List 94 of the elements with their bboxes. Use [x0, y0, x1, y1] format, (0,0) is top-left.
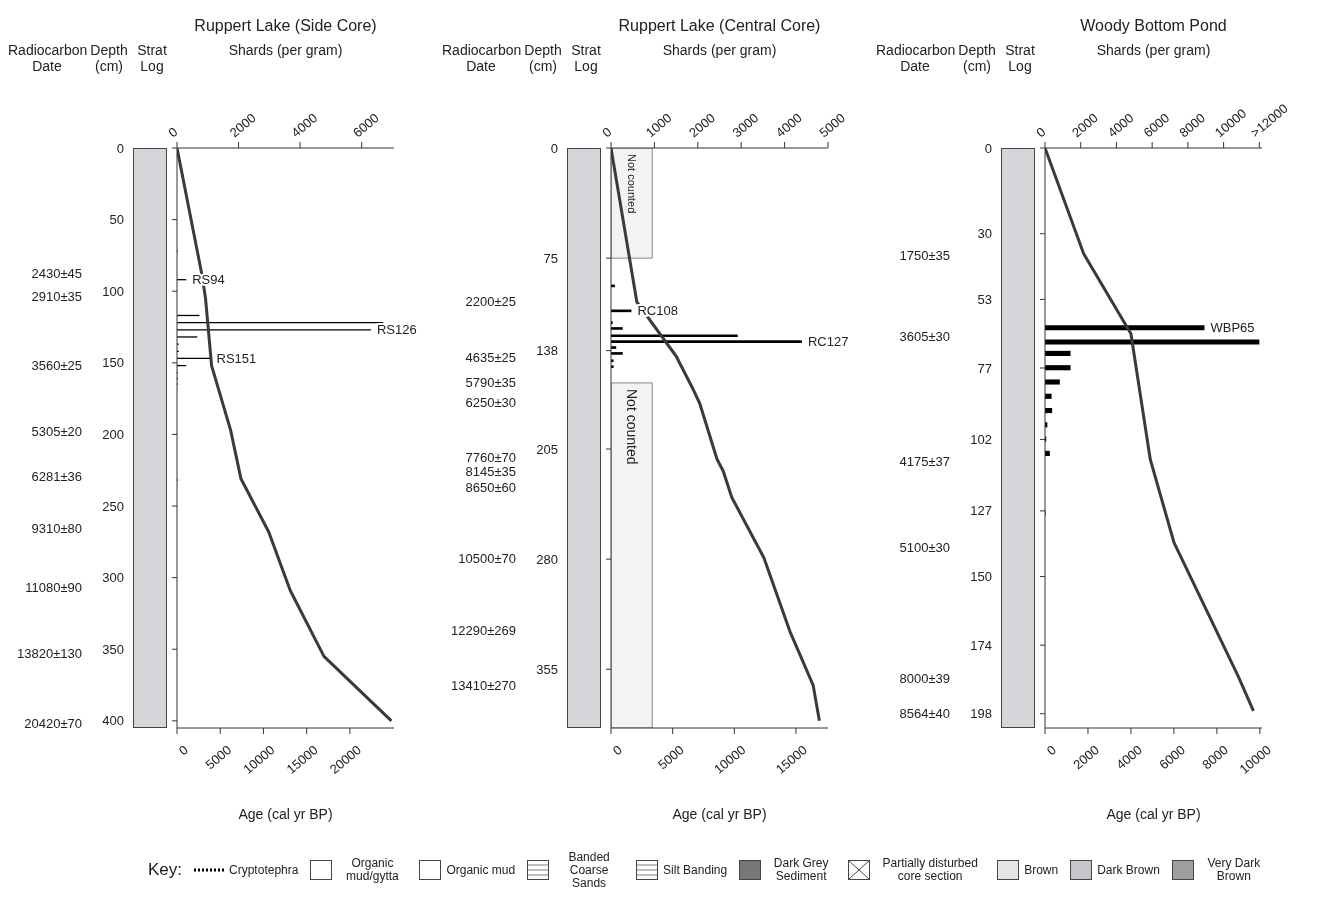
y-tick-label: 355	[536, 661, 558, 677]
text: 11080±90	[24, 579, 82, 595]
text: Banded Coarse Sands	[567, 849, 611, 890]
x2-tick-label: 0	[599, 124, 615, 141]
text: Radiocarbon Date	[876, 42, 956, 74]
text: Radiocarbon Date	[442, 42, 522, 74]
data-label: RS126	[376, 322, 417, 338]
text: Radiocarbon Date	[8, 42, 88, 74]
y-tick-label: 53	[977, 292, 992, 308]
y-axis-title: Depth (cm)	[957, 42, 997, 74]
x2-tick-label: 4000	[1104, 110, 1137, 141]
text: 13410±270	[450, 677, 516, 693]
y-tick-label: 400	[102, 713, 124, 729]
y-tick-label: 138	[536, 343, 558, 359]
text: Key:	[148, 860, 183, 880]
x-tick-label: 0	[175, 742, 192, 759]
data-label: RS151	[216, 351, 257, 366]
text: 5790±35	[464, 374, 516, 390]
x2-tick-label: 0	[1033, 124, 1049, 141]
y-tick-label: 198	[970, 706, 992, 722]
x2-axis-title: Shards (per gram)	[1096, 42, 1211, 58]
chart-title: Ruppert Lake (Side Core)	[193, 17, 378, 34]
x2-axis-title: Shards (per gram)	[228, 42, 343, 58]
x-axis-title: Age (cal yr BP)	[1105, 806, 1202, 822]
y-tick-label: 0	[116, 140, 124, 156]
text: Brown	[1024, 862, 1059, 877]
text: 13820±130	[16, 645, 82, 661]
text: Cryptotephra	[229, 862, 299, 877]
x2-tick-label: 0	[165, 124, 181, 141]
y-tick-label: 174	[970, 637, 992, 653]
y-tick-label: 102	[970, 432, 992, 448]
y-tick-label: 0	[984, 140, 992, 156]
text: Organic mud/gytta	[345, 856, 400, 883]
text: Very Dark Brown	[1206, 856, 1262, 883]
text: 4175±37	[898, 454, 950, 470]
text: 5100±30	[898, 540, 950, 556]
y-tick-label: 75	[543, 250, 558, 266]
text: Organic mud	[446, 862, 516, 877]
text: 2910±35	[30, 289, 82, 305]
text: 7760±70	[464, 449, 516, 465]
y-tick-label: 100	[102, 283, 124, 299]
x-axis-title: Age (cal yr BP)	[237, 806, 334, 822]
text: 3560±25	[30, 357, 82, 373]
y-tick-label: 127	[970, 503, 992, 519]
y-tick-label: 50	[109, 212, 124, 228]
text: 8564±40	[898, 705, 950, 721]
x-tick-label: 0	[1043, 742, 1060, 759]
y-tick-label: 0	[550, 140, 558, 156]
y-tick-label: 300	[102, 570, 124, 586]
text: 12290±269	[450, 623, 516, 639]
y-tick-label: 77	[977, 360, 992, 376]
text: Strat Log	[570, 42, 602, 74]
text: 6281±36	[30, 469, 82, 485]
y-tick-label: 250	[102, 498, 124, 514]
text: 8000±39	[898, 671, 950, 687]
x2-tick-label: 4000	[288, 110, 321, 141]
text: 8650±60	[464, 480, 516, 496]
text: Partially disturbed core section	[881, 856, 979, 883]
text: Dark Brown	[1097, 862, 1160, 877]
text: 2200±25	[464, 294, 516, 310]
data-label: RC127	[807, 334, 849, 350]
text: 1750±35	[898, 248, 950, 264]
text: 6250±30	[464, 395, 516, 411]
text: 8145±35	[464, 464, 516, 480]
y-axis-title: Depth (cm)	[523, 42, 563, 74]
x2-axis-title: Shards (per gram)	[662, 42, 777, 58]
text: 2430±45	[30, 265, 82, 281]
y-tick-label: 280	[536, 551, 558, 567]
data-label: WBP65	[1210, 320, 1255, 336]
text: 10500±70	[457, 551, 516, 567]
y-tick-label: 30	[977, 226, 992, 242]
text: 20420±70	[23, 715, 82, 731]
text: Strat Log	[136, 42, 168, 74]
text: 5305±20	[30, 423, 82, 439]
y-tick-label: 150	[102, 355, 124, 371]
band-label: Not counted	[624, 154, 639, 214]
x2-tick-label: 4000	[772, 110, 805, 141]
chart-title: Ruppert Lake (Central Core)	[617, 17, 822, 34]
text: 3605±30	[898, 328, 950, 344]
text: Silt Banding	[663, 862, 728, 877]
band-label: Not counted	[622, 388, 641, 465]
text: Strat Log	[1004, 42, 1036, 74]
y-tick-label: 150	[970, 569, 992, 585]
y-tick-label: 350	[102, 641, 124, 657]
text: Dark Grey Sediment	[772, 856, 830, 883]
x-axis-title: Age (cal yr BP)	[671, 806, 768, 822]
text: 4635±25	[464, 349, 516, 365]
x-tick-label: 0	[609, 742, 626, 759]
y-tick-label: 200	[102, 427, 124, 443]
y-tick-label: 205	[536, 441, 558, 457]
chart-title: Woody Bottom Pond	[1079, 17, 1228, 34]
text: 9310±80	[30, 521, 82, 537]
y-axis-title: Depth (cm)	[89, 42, 129, 74]
x-tick-label: 4000	[1113, 742, 1146, 773]
